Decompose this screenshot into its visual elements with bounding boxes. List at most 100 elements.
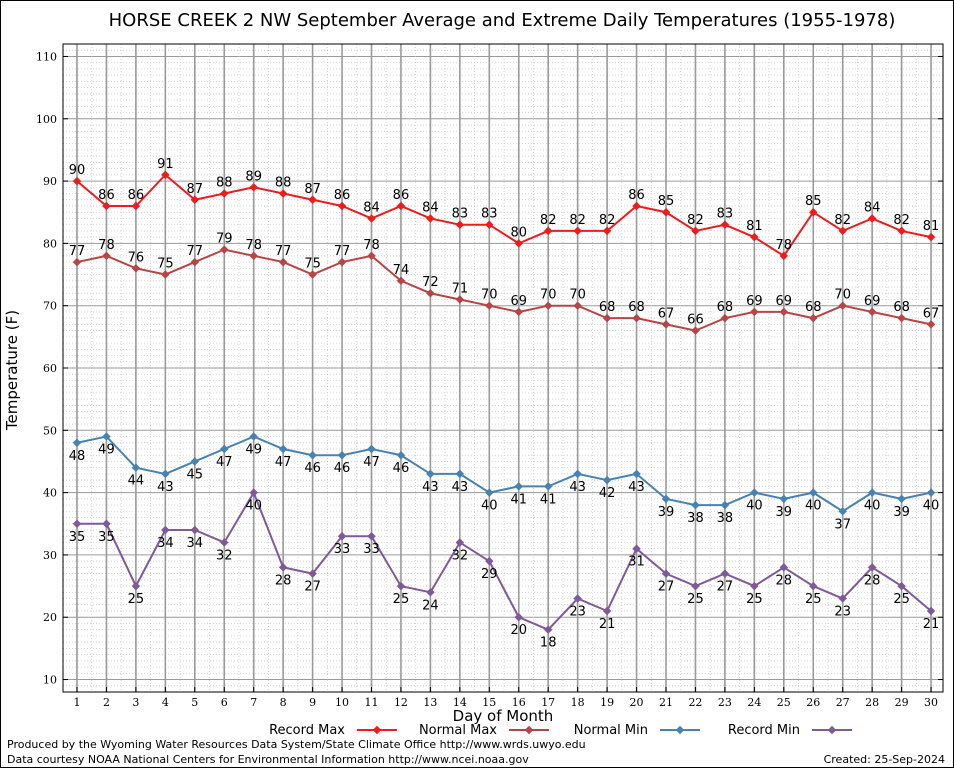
record-max-data-label: 89: [245, 169, 262, 184]
normal-max-data-label: 71: [452, 281, 469, 296]
record-max-point: [367, 214, 376, 223]
normal-min-data-label: 37: [834, 517, 851, 532]
normal-min-data-label: 41: [510, 492, 527, 507]
record-min-data-label: 35: [98, 530, 115, 545]
record-max-data-label: 83: [481, 207, 498, 222]
record-max-data-label: 82: [834, 213, 851, 228]
normal-min-data-label: 40: [481, 499, 498, 514]
record-min-data-label: 33: [363, 542, 380, 557]
normal-min-data-label: 46: [304, 461, 321, 476]
record-max-data-label: 82: [569, 213, 586, 228]
record-min-point: [691, 581, 700, 591]
record-min-data-label: 18: [540, 636, 557, 651]
record-max-data-label: 87: [187, 182, 204, 197]
normal-min-point: [602, 475, 612, 485]
normal-min-data-label: 42: [599, 486, 616, 501]
record-min-point: [602, 606, 612, 616]
normal-max-data-label: 77: [69, 244, 86, 259]
record-min-data-label: 25: [687, 592, 704, 607]
record-max-data-label: 80: [510, 225, 527, 240]
normal-min-point: [897, 494, 906, 504]
record-min-data-label: 25: [393, 592, 410, 607]
normal-max-point: [926, 320, 936, 329]
y-tick-label: 70: [43, 300, 57, 313]
record-min-point: [809, 581, 818, 591]
record-min-data-label: 35: [69, 530, 86, 545]
normal-min-point: [809, 488, 818, 497]
normal-min-data-label: 40: [805, 499, 822, 514]
data-labels: 90 86 86 91 87 88 89 88 87 86 84 86 84 83 83 80 82 82 82 86…: [69, 157, 940, 651]
normal-max-data-label: 70: [481, 288, 498, 303]
y-tick-label: 20: [43, 611, 57, 624]
normal-max-point: [720, 313, 730, 323]
y-tick-label: 100: [36, 113, 57, 126]
normal-max-point: [897, 313, 906, 323]
record-min-data-label: 33: [334, 542, 351, 557]
normal-max-data-label: 70: [834, 288, 851, 303]
record-min-data-label: 21: [599, 617, 616, 632]
record-min-data-label: 24: [422, 598, 439, 613]
normal-min-point: [779, 494, 789, 504]
normal-max-data-label: 70: [569, 288, 586, 303]
record-min-point: [632, 544, 641, 553]
record-min-data-label: 27: [717, 580, 734, 595]
record-max-data-label: 83: [452, 207, 469, 222]
record-max-data-label: 87: [304, 182, 321, 197]
record-max-data-label: 82: [893, 213, 910, 228]
normal-max-data-label: 75: [304, 257, 321, 272]
normal-max-data-label: 68: [628, 300, 645, 315]
normal-min-data-label: 47: [216, 455, 233, 470]
normal-min-data-label: 40: [746, 499, 763, 514]
normal-max-data-label: 70: [540, 288, 557, 303]
record-max-point: [455, 220, 465, 229]
normal-max-point: [426, 288, 435, 298]
normal-min-data-label: 39: [893, 505, 910, 520]
normal-min-data-label: 43: [452, 480, 469, 495]
record-min-data-label: 34: [157, 536, 174, 551]
x-tick-label: 28: [865, 696, 879, 709]
record-min-point: [278, 563, 288, 572]
normal-min-data-label: 43: [157, 480, 174, 495]
record-min-point: [720, 569, 730, 578]
record-max-point: [485, 220, 494, 229]
normal-min-point: [455, 469, 465, 479]
normal-max-point: [131, 264, 141, 273]
chart-title: HORSE CREEK 2 NW September Average and E…: [109, 10, 896, 31]
normal-min-data-label: 46: [393, 461, 410, 476]
record-max-point: [308, 195, 317, 205]
normal-max-point: [308, 270, 317, 279]
record-min-data-label: 25: [893, 592, 910, 607]
normal-max-data-label: 79: [216, 232, 233, 247]
normal-min-point: [661, 494, 671, 504]
normal-min-data-label: 45: [187, 467, 204, 482]
normal-max-point: [485, 301, 494, 310]
x-tick-label: 18: [571, 696, 585, 709]
normal-max-point: [367, 251, 376, 261]
record-max-data-label: 86: [628, 188, 645, 203]
record-min-point: [514, 612, 523, 622]
y-axis-title: Temperature (F): [3, 310, 21, 431]
normal-max-point: [838, 301, 847, 310]
normal-min-data-label: 40: [923, 499, 940, 514]
legend-marker-normal-max: [524, 725, 534, 735]
record-max-data-label: 84: [864, 200, 881, 215]
normal-min-point: [337, 450, 347, 460]
record-min-line: [77, 490, 932, 631]
record-min-data-label: 34: [187, 536, 204, 551]
x-tick-label: 25: [777, 696, 791, 709]
normal-min-point: [514, 482, 523, 491]
normal-max-point: [220, 245, 229, 254]
record-max-data-label: 83: [717, 207, 734, 222]
x-tick-label: 26: [806, 696, 820, 709]
legend-marker-record-max: [372, 725, 382, 735]
record-max-data-label: 86: [393, 188, 410, 203]
normal-max-point: [72, 257, 82, 267]
record-max-point: [220, 189, 229, 198]
x-axis-title: Day of Month: [453, 707, 554, 725]
record-min-point: [779, 563, 789, 572]
normal-min-data-label: 41: [540, 492, 557, 507]
normal-min-point: [485, 488, 494, 497]
record-max-data-label: 90: [69, 163, 86, 178]
record-max-data-label: 88: [275, 176, 292, 191]
x-tick-label: 16: [512, 696, 526, 709]
